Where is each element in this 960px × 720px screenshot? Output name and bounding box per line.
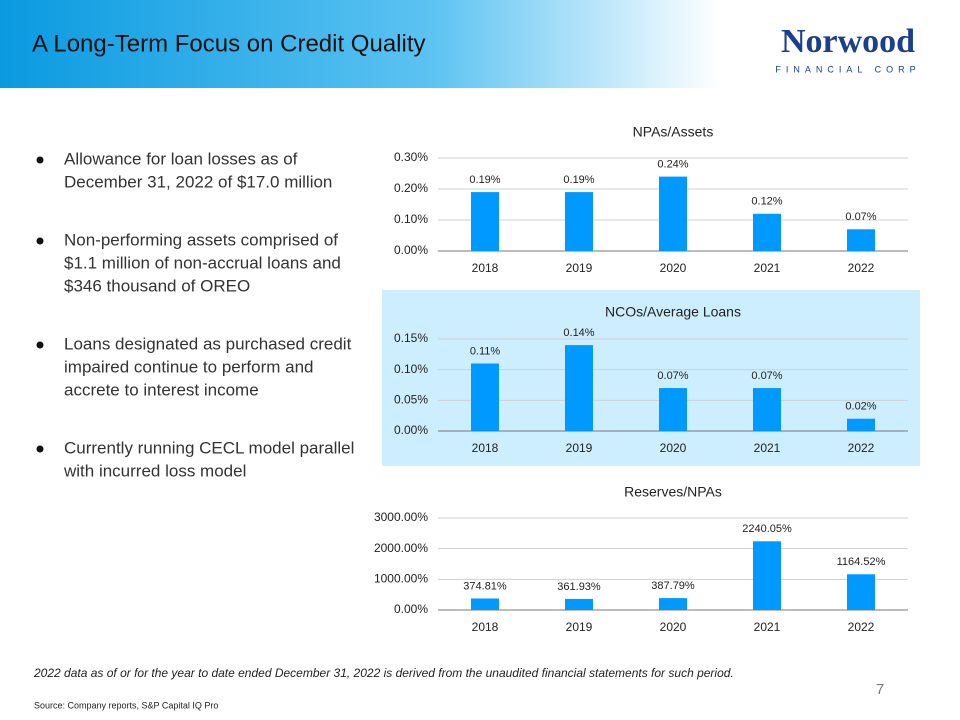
data-label: 0.19% (563, 174, 594, 186)
bar (753, 213, 781, 251)
data-label: 2240.05% (742, 523, 792, 535)
chart-title: Reserves/NPAs (624, 484, 722, 500)
bullet-dot (36, 445, 44, 453)
bar (847, 418, 875, 431)
bullet-text: impaired continue to perform and (64, 357, 313, 376)
data-label: 1164.52% (837, 556, 886, 568)
y-tick-label: 0.05% (394, 393, 428, 407)
x-tick-label: 2019 (566, 620, 593, 634)
x-tick-label: 2020 (660, 620, 687, 634)
bullet-text: December 31, 2022 of $17.0 million (64, 172, 332, 191)
y-tick-label: 0.00% (394, 423, 428, 437)
x-tick-label: 2018 (472, 261, 499, 275)
x-tick-label: 2022 (848, 620, 875, 634)
bullet-text: accrete to interest income (64, 380, 259, 399)
bar (565, 192, 593, 251)
y-tick-label: 0.30% (394, 150, 428, 164)
footnote: 2022 data as of or for the year to date … (33, 666, 734, 680)
logo-subtitle: FINANCIAL CORP (775, 64, 920, 74)
bullet-text: Loans designated as purchased credit (64, 334, 352, 353)
bar (753, 388, 781, 431)
x-tick-label: 2021 (754, 261, 781, 275)
x-tick-label: 2020 (660, 441, 687, 455)
data-label: 0.19% (469, 174, 500, 186)
data-label: 0.07% (845, 211, 876, 223)
bullet-text: with incurred loss model (63, 461, 246, 480)
chart-title: NCOs/Average Loans (605, 304, 741, 320)
x-tick-label: 2020 (660, 261, 687, 275)
y-tick-label: 0.20% (394, 181, 428, 195)
data-label: 0.11% (470, 345, 501, 357)
y-tick-label: 1000.00% (374, 572, 428, 586)
x-tick-label: 2018 (472, 441, 499, 455)
x-tick-label: 2022 (848, 441, 875, 455)
logo: Norwood (781, 23, 915, 60)
bar (847, 229, 875, 251)
data-label: 387.79% (651, 580, 695, 592)
data-label: 0.02% (845, 401, 876, 413)
bullet-dot (36, 156, 44, 164)
data-label: 374.81% (463, 580, 507, 592)
bullet-text: $1.1 million of non-accrual loans and (64, 253, 341, 272)
x-tick-label: 2018 (472, 620, 499, 634)
data-label: 0.07% (657, 370, 688, 382)
bullet-text: Non-performing assets comprised of (64, 230, 338, 249)
x-tick-label: 2021 (754, 441, 781, 455)
bar (471, 363, 499, 431)
bullet-dot (36, 341, 44, 349)
data-label: 361.93% (557, 581, 601, 593)
y-tick-label: 0.15% (394, 331, 428, 345)
bullet-dot (36, 237, 44, 245)
source: Source: Company reports, S&P Capital IQ … (34, 700, 218, 710)
y-tick-label: 0.00% (394, 243, 428, 257)
data-label: 0.14% (563, 327, 594, 339)
x-tick-label: 2019 (566, 441, 593, 455)
y-tick-label: 3000.00% (374, 510, 428, 524)
x-tick-label: 2022 (848, 261, 875, 275)
y-tick-label: 0.00% (394, 602, 428, 616)
y-tick-label: 2000.00% (374, 541, 428, 555)
x-tick-label: 2021 (754, 620, 781, 634)
bar (471, 598, 499, 610)
slide-title: A Long-Term Focus on Credit Quality (32, 30, 426, 57)
bar (753, 541, 781, 610)
bullet-text: Currently running CECL model parallel (64, 438, 354, 457)
bullet-text: Allowance for loan losses as of (64, 149, 298, 168)
data-label: 0.12% (751, 196, 782, 208)
y-tick-label: 0.10% (394, 362, 428, 376)
bullet-text: $346 thousand of OREO (64, 276, 250, 295)
data-label: 0.24% (657, 159, 688, 171)
bar (471, 192, 499, 251)
data-label: 0.07% (751, 370, 782, 382)
bar (565, 598, 593, 610)
bar (659, 598, 687, 610)
x-tick-label: 2019 (566, 261, 593, 275)
bar (659, 176, 687, 251)
header-band (0, 0, 960, 88)
chart-title: NPAs/Assets (633, 124, 714, 140)
y-tick-label: 0.10% (394, 212, 428, 226)
bar (565, 345, 593, 431)
bar (847, 574, 875, 610)
page-number: 7 (876, 681, 884, 698)
bar (659, 388, 687, 431)
